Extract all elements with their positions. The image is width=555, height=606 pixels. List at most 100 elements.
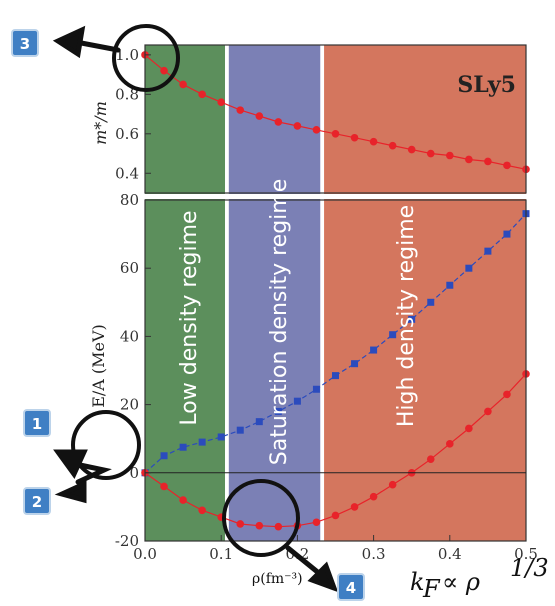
kf-exponent: 1/3 (510, 554, 549, 582)
region-label-low-density: Low density regime (177, 210, 202, 425)
top-panel-frame (144, 44, 527, 194)
data-point-circle (484, 407, 492, 416)
svg-text:4: 4 (346, 579, 356, 597)
x-tick-label: 0.0 (133, 545, 157, 563)
data-point-circle (446, 440, 454, 448)
data-point-square (236, 426, 244, 434)
data-point-square (293, 397, 301, 405)
bottom-y-axis-label: E/A (MeV) (89, 324, 108, 408)
top-y-tick-label: 0.6 (115, 125, 139, 143)
data-point-square (408, 315, 416, 323)
data-point-circle (217, 98, 225, 107)
data-point-circle (293, 122, 302, 130)
data-point-circle (484, 157, 492, 166)
data-point-square (370, 346, 378, 354)
data-point-circle (426, 455, 435, 463)
data-point-circle (160, 482, 168, 491)
data-point-square (503, 230, 511, 238)
x-tick-label: 0.4 (438, 545, 462, 563)
data-point-square (198, 438, 206, 446)
data-point-circle (255, 112, 264, 120)
kf-symbol: k (410, 568, 425, 596)
svg-text:1: 1 (32, 415, 42, 433)
kf-subscript: F (422, 575, 441, 603)
region-label-saturation-density: Saturation density regime (267, 179, 292, 465)
kf-axis-label: k F ∝ ρ 1/3 (410, 554, 549, 603)
data-point-circle (426, 149, 435, 158)
rho-axis-label: ρ(fm⁻³) (252, 571, 303, 587)
data-point-square (217, 433, 225, 441)
bottom-y-tick-label: 60 (120, 259, 139, 277)
top-y-tick-label: 1.0 (115, 46, 139, 64)
data-point-circle (236, 520, 245, 528)
x-tick-label: 0.1 (209, 545, 233, 563)
callout-circle-3 (112, 24, 180, 92)
data-point-circle (388, 480, 397, 489)
data-point-circle (369, 492, 378, 501)
callout-badge-3: 3 (11, 29, 39, 57)
arrow-to-callout-3 (73, 39, 121, 53)
data-point-circle (198, 506, 206, 515)
data-point-square (274, 407, 282, 415)
data-point-circle (312, 126, 321, 134)
data-point-square (351, 360, 359, 368)
region-band-0 (145, 45, 226, 541)
callout-circles (71, 24, 300, 557)
data-point-circle (274, 522, 283, 531)
kf-relation: ∝ ρ (442, 568, 480, 596)
callout-badge-1: 1 (23, 409, 51, 437)
bottom-y-tick-label: 20 (120, 396, 139, 414)
data-point-square (446, 281, 454, 289)
data-point-circle (350, 133, 359, 142)
top-y-axis-label: m*/m (91, 101, 110, 145)
bottom-y-tick-label: 80 (120, 191, 139, 209)
data-point-circle (465, 424, 473, 433)
data-point-circle (179, 496, 187, 504)
data-point-square (255, 418, 263, 426)
arrow-to-callout-1 (75, 462, 112, 485)
data-point-circle (274, 118, 283, 126)
data-point-square (484, 247, 492, 255)
region-label-high-density: High density regime (394, 205, 419, 427)
density-regions (145, 45, 526, 541)
arrowhead-2 (54, 480, 87, 504)
bottom-panel-frame (144, 199, 527, 542)
data-point-circle (331, 130, 340, 138)
callout-badge-2: 2 (23, 487, 51, 515)
data-point-circle (255, 521, 264, 530)
data-point-square (332, 372, 339, 380)
data-point-circle (350, 503, 359, 511)
callout-arrows (52, 25, 339, 593)
arrowhead-4 (307, 561, 339, 593)
data-point-circle (369, 137, 378, 146)
arrow-to-callout-4 (285, 545, 323, 577)
bottom-y-tick-label: -20 (115, 532, 139, 550)
data-point-circle (179, 80, 187, 89)
data-point-circle (503, 161, 511, 170)
data-point-circle (446, 151, 454, 160)
region-band-2 (324, 45, 526, 541)
bottom-y-tick-label: 40 (120, 327, 139, 345)
top-panel (141, 51, 530, 174)
data-point-circle (160, 66, 168, 75)
data-point-square (179, 443, 187, 451)
data-point-square (312, 385, 320, 393)
data-point-circle (407, 145, 416, 154)
data-point-square (427, 298, 435, 306)
data-point-circle (388, 141, 397, 150)
arrowhead-1 (53, 449, 88, 479)
arrowhead-3 (52, 25, 86, 59)
data-point-circle (465, 155, 473, 164)
x-tick-label: 0.3 (362, 545, 386, 563)
data-point-circle (198, 90, 206, 99)
data-point-square (160, 452, 168, 460)
data-point-circle (236, 106, 245, 114)
panel-gap (144, 194, 527, 199)
data-point-circle (312, 518, 321, 527)
data-point-circle (331, 511, 340, 520)
data-point-circle (503, 390, 511, 399)
x-tick-label: 0.5 (514, 545, 538, 563)
bottom-y-tick-label: 0 (129, 464, 139, 482)
callout-circle-4 (222, 479, 300, 557)
